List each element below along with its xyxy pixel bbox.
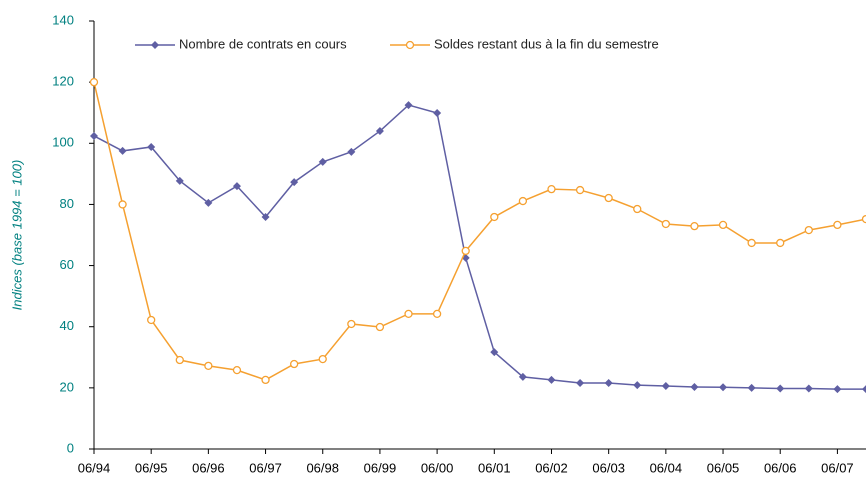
circle-marker [690,221,699,231]
diamond-marker [719,383,728,392]
y-tick-label: 120 [52,74,74,89]
y-tick-label: 60 [60,257,74,272]
diamond-marker [604,378,613,387]
circle-marker [118,200,127,209]
diamond-marker [576,378,585,387]
circle-marker [833,220,842,230]
circle-marker [204,361,213,370]
circle-marker [404,309,413,319]
circle-marker [461,246,470,256]
series-line [93,81,866,381]
diamond-marker [804,384,813,393]
x-tick-label: 06/04 [650,460,683,475]
x-tick-label: 06/02 [535,460,568,475]
circle-marker [633,204,642,214]
x-tick-label: 06/06 [764,460,797,475]
x-tick-label: 06/94 [78,460,111,475]
diamond-marker [433,109,442,118]
diamond-marker [147,142,156,151]
series-line [93,104,866,390]
diamond-marker [232,182,241,191]
circle-marker [747,238,756,248]
circle-marker [89,77,99,87]
diamond-marker [661,382,670,391]
y-axis-title: Indices (base 1994 = 100) [9,160,24,311]
y-tick-label: 140 [52,12,74,27]
diamond-marker [175,176,184,185]
diamond-marker [690,382,699,391]
circle-marker [604,193,613,203]
circle-marker [289,359,299,369]
y-tick-label: 40 [60,318,74,333]
diamond-marker [90,131,98,140]
x-tick-label: 06/97 [249,460,282,475]
circle-marker [776,238,785,248]
x-tick-label: 06/01 [478,460,511,475]
diamond-marker [118,146,127,155]
x-tick-label: 06/00 [421,460,454,475]
x-tick-label: 06/07 [821,460,854,475]
diamond-marker [404,101,413,110]
circle-marker [375,322,385,332]
diamond-marker [375,127,384,136]
diamond-marker [633,381,642,390]
diamond-marker [776,384,785,393]
x-tick-label: 06/95 [135,460,168,475]
diamond-marker [490,348,499,357]
legend-marker [151,41,159,49]
circle-marker [861,214,866,224]
diamond-marker [747,383,756,392]
diamond-marker [347,147,356,156]
circle-marker [432,309,442,319]
circle-marker [147,315,156,325]
circle-marker [518,196,528,206]
diamond-marker [290,178,299,187]
legend-label: Soldes restant dus à la fin du semestre [434,36,659,51]
circle-marker [347,319,356,329]
circle-marker [175,355,184,365]
diamond-marker [862,385,866,394]
x-tick-label: 06/98 [306,460,339,475]
legend-label: Nombre de contrats en cours [179,36,347,51]
x-tick-label: 06/05 [707,460,740,475]
circle-marker [661,219,671,229]
diamond-marker [204,198,213,207]
legend-marker [405,40,415,50]
diamond-marker [518,372,527,381]
diamond-marker [261,212,270,221]
y-tick-label: 100 [52,135,74,150]
x-tick-label: 06/96 [192,460,225,475]
circle-marker [490,212,499,222]
circle-marker [261,375,270,385]
circle-marker [804,225,813,235]
circle-marker [232,365,242,375]
diamond-marker [833,385,842,394]
circle-marker [547,184,556,194]
x-tick-label: 06/03 [592,460,625,475]
y-tick-label: 80 [60,196,74,211]
diamond-marker [318,157,327,166]
circle-marker [575,185,585,195]
y-tick-label: 0 [67,440,74,455]
circle-marker [318,354,327,364]
circle-marker [718,220,728,230]
y-tick-label: 20 [60,379,74,394]
x-tick-label: 06/99 [364,460,397,475]
diamond-marker [547,375,556,384]
